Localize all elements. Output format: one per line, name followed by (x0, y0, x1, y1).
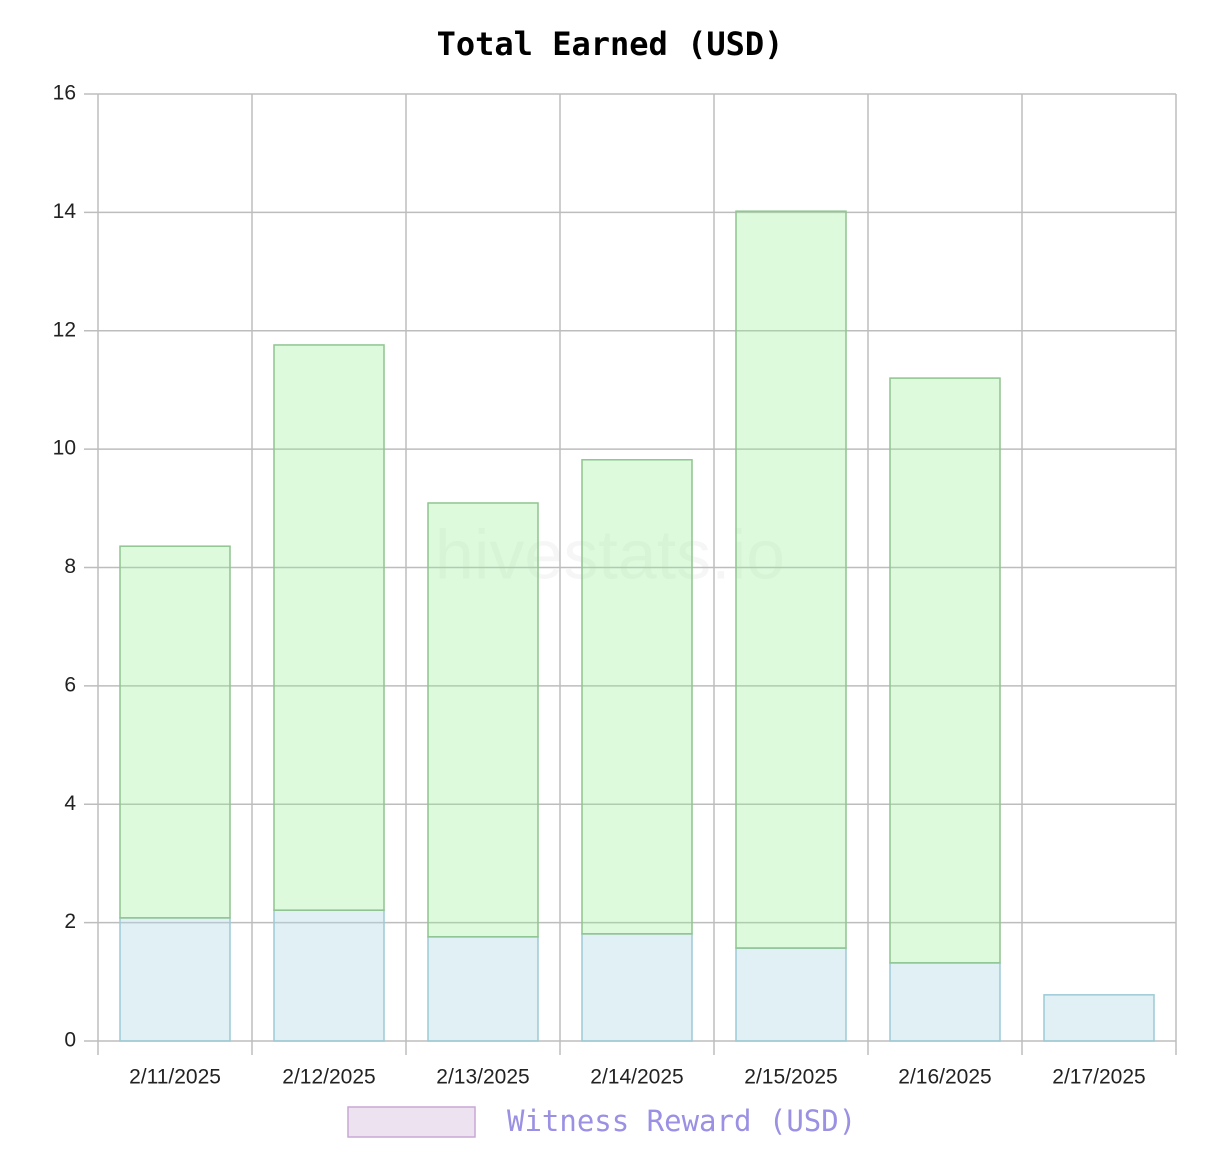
bar (735, 947, 847, 1042)
y-tick-label: 0 (64, 1029, 76, 1052)
bar (581, 459, 693, 935)
bar (273, 909, 385, 1042)
x-tick-label: 2/12/2025 (282, 1066, 375, 1089)
x-tick-label: 2/13/2025 (436, 1066, 529, 1089)
bar (427, 502, 539, 938)
y-tick-label: 12 (53, 318, 76, 341)
y-tick-label: 14 (53, 200, 77, 223)
y-tick-label: 2 (64, 910, 76, 933)
bar (581, 933, 693, 1042)
bar (1043, 994, 1155, 1042)
bar (735, 210, 847, 949)
legend-swatch (347, 1106, 476, 1138)
x-tick-label: 2/14/2025 (590, 1066, 683, 1089)
bar (889, 377, 1001, 964)
y-tick-label: 4 (64, 792, 76, 815)
y-tick-label: 10 (53, 437, 76, 460)
x-tick-label: 2/16/2025 (898, 1066, 991, 1089)
y-tick-label: 16 (53, 82, 76, 105)
x-tick-label: 2/17/2025 (1052, 1066, 1145, 1089)
chart-title: Total Earned (USD) (437, 25, 784, 63)
x-tick-label: 2/15/2025 (744, 1066, 837, 1089)
bar (119, 545, 231, 919)
bar (119, 917, 231, 1042)
bar (889, 962, 1001, 1042)
y-tick-label: 8 (64, 555, 76, 578)
y-tick-label: 6 (64, 673, 76, 696)
x-tick-label: 2/11/2025 (129, 1066, 221, 1089)
bar (427, 936, 539, 1042)
legend-text: Witness Reward (USD) (507, 1104, 856, 1138)
bar (273, 344, 385, 911)
